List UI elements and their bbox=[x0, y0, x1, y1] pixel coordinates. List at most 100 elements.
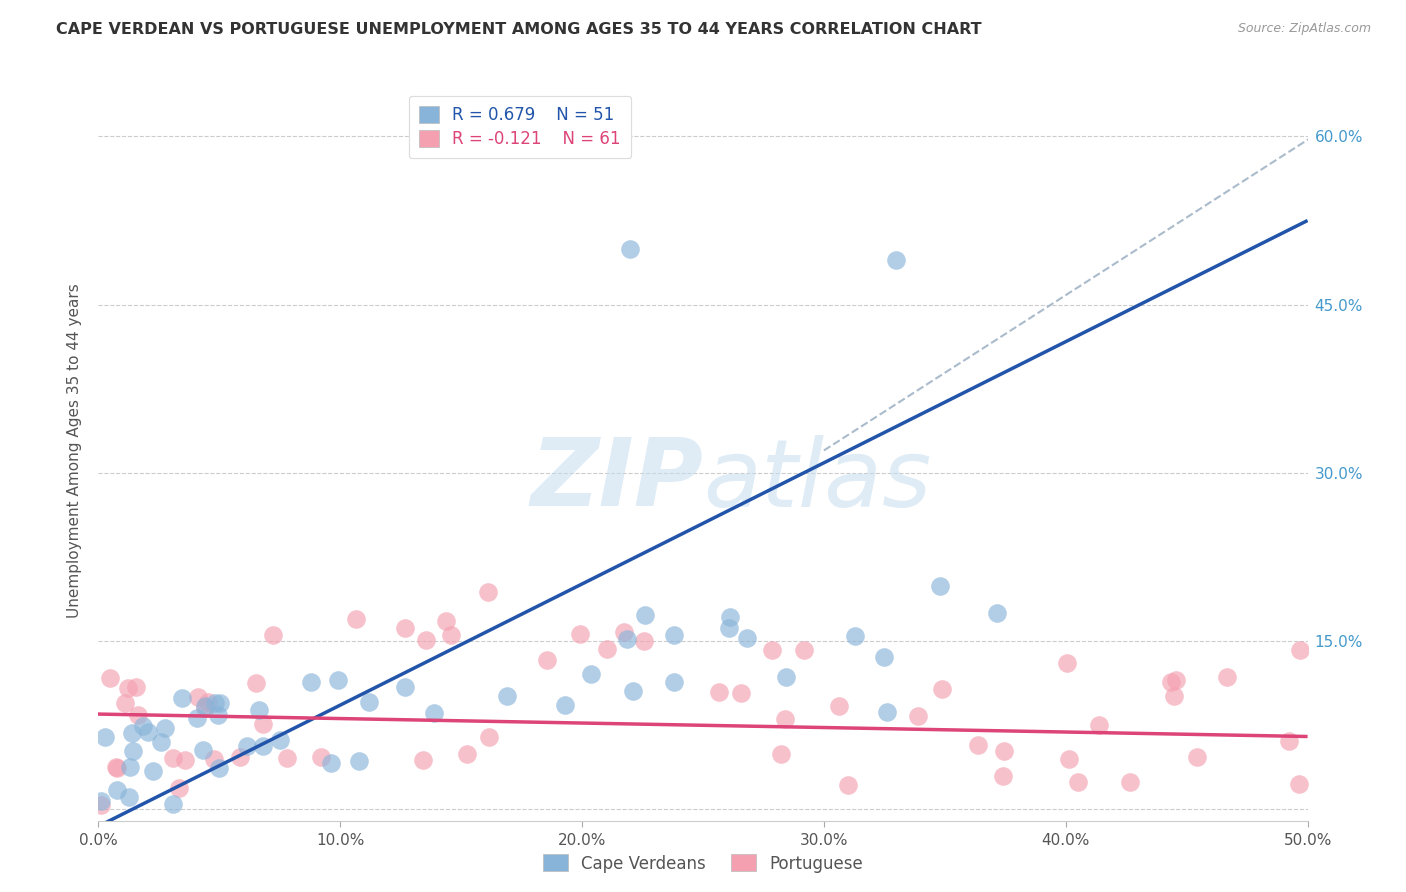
Point bbox=[595, 642, 617, 657]
Point bbox=[122, 744, 145, 758]
Point bbox=[276, 751, 298, 765]
Point bbox=[208, 697, 231, 711]
Point bbox=[299, 674, 322, 689]
Point bbox=[536, 653, 558, 667]
Text: Source: ZipAtlas.com: Source: ZipAtlas.com bbox=[1237, 22, 1371, 36]
Point bbox=[90, 794, 112, 808]
Point bbox=[245, 676, 267, 690]
Point bbox=[993, 744, 1015, 758]
Point bbox=[837, 778, 859, 792]
Point bbox=[172, 691, 194, 706]
Point bbox=[1067, 775, 1090, 789]
Point bbox=[131, 719, 153, 733]
Point bbox=[496, 689, 519, 703]
Point bbox=[621, 683, 644, 698]
Point bbox=[162, 797, 184, 812]
Point bbox=[191, 742, 214, 756]
Point bbox=[662, 628, 685, 642]
Point bbox=[328, 673, 350, 687]
Point bbox=[236, 739, 259, 753]
Point bbox=[616, 632, 638, 647]
Point bbox=[118, 789, 141, 804]
Point bbox=[309, 750, 332, 764]
Point bbox=[105, 782, 128, 797]
Point bbox=[456, 747, 478, 762]
Point bbox=[579, 666, 602, 681]
Legend: Cape Verdeans, Portuguese: Cape Verdeans, Portuguese bbox=[536, 847, 870, 880]
Point bbox=[769, 747, 792, 761]
Point bbox=[202, 752, 225, 766]
Point bbox=[1288, 777, 1310, 791]
Point bbox=[1087, 718, 1109, 732]
Point bbox=[986, 607, 1008, 621]
Point bbox=[730, 685, 752, 699]
Point bbox=[423, 706, 446, 721]
Point bbox=[735, 631, 758, 645]
Point bbox=[150, 734, 173, 748]
Point bbox=[125, 680, 148, 694]
Point bbox=[613, 624, 636, 639]
Point bbox=[967, 739, 990, 753]
Point bbox=[228, 749, 250, 764]
Point bbox=[98, 672, 121, 686]
Point bbox=[664, 675, 686, 690]
Point bbox=[262, 628, 284, 642]
Point bbox=[136, 725, 159, 739]
Point bbox=[1160, 674, 1182, 689]
Point bbox=[162, 751, 184, 765]
Point bbox=[208, 761, 231, 775]
Point bbox=[876, 705, 898, 719]
Point bbox=[477, 584, 499, 599]
Point bbox=[828, 699, 851, 714]
Point bbox=[174, 753, 197, 767]
Point bbox=[1056, 656, 1078, 670]
Point bbox=[412, 753, 434, 767]
Point bbox=[1057, 752, 1080, 766]
Point bbox=[197, 695, 219, 709]
Point bbox=[633, 633, 655, 648]
Point bbox=[357, 695, 380, 709]
Point bbox=[773, 712, 796, 726]
Point bbox=[1166, 673, 1188, 687]
Point bbox=[127, 708, 149, 723]
Point bbox=[718, 621, 741, 635]
Point bbox=[187, 690, 209, 705]
Point bbox=[194, 698, 217, 713]
Point bbox=[718, 610, 741, 624]
Point bbox=[94, 730, 117, 744]
Point bbox=[394, 621, 416, 635]
Point bbox=[554, 698, 576, 712]
Point bbox=[120, 760, 142, 774]
Point bbox=[709, 684, 731, 698]
Point bbox=[415, 633, 437, 648]
Point bbox=[793, 643, 815, 657]
Point bbox=[252, 717, 274, 731]
Point bbox=[319, 756, 342, 770]
Point bbox=[269, 733, 291, 747]
Point bbox=[204, 696, 226, 710]
Point bbox=[1118, 775, 1140, 789]
Point bbox=[1278, 734, 1301, 748]
Point bbox=[844, 629, 866, 643]
Point bbox=[440, 628, 463, 642]
Point bbox=[153, 721, 176, 735]
Point bbox=[478, 730, 501, 744]
Point bbox=[886, 252, 908, 267]
Point bbox=[991, 769, 1014, 783]
Point bbox=[434, 614, 457, 628]
Point bbox=[619, 242, 641, 256]
Point bbox=[207, 708, 229, 723]
Point bbox=[194, 701, 217, 715]
Legend: R = 0.679    N = 51, R = -0.121    N = 61: R = 0.679 N = 51, R = -0.121 N = 61 bbox=[409, 96, 631, 158]
Point bbox=[775, 670, 797, 684]
Text: atlas: atlas bbox=[703, 434, 931, 525]
Point bbox=[114, 696, 136, 710]
Point bbox=[186, 711, 208, 725]
Point bbox=[931, 682, 953, 697]
Point bbox=[907, 708, 929, 723]
Point bbox=[1163, 689, 1185, 703]
Point bbox=[394, 680, 416, 694]
Point bbox=[634, 607, 657, 622]
Point bbox=[1289, 643, 1312, 657]
Text: CAPE VERDEAN VS PORTUGUESE UNEMPLOYMENT AMONG AGES 35 TO 44 YEARS CORRELATION CH: CAPE VERDEAN VS PORTUGUESE UNEMPLOYMENT … bbox=[56, 22, 981, 37]
